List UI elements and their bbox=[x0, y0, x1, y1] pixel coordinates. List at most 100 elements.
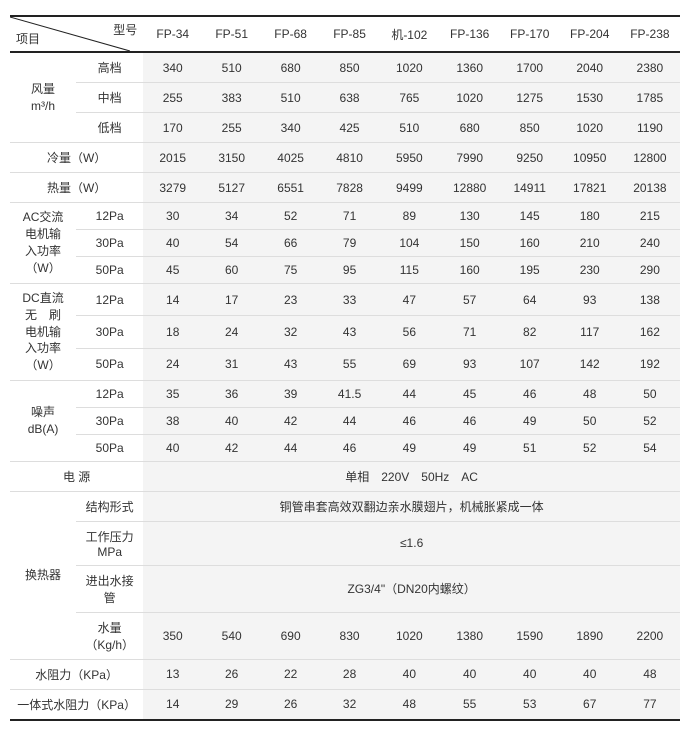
cell: 1530 bbox=[560, 83, 620, 113]
row-sublabel: 高档 bbox=[76, 52, 143, 83]
cell: 53 bbox=[500, 689, 560, 720]
cell: 18 bbox=[143, 316, 202, 348]
corner-bottom-label: 项目 bbox=[16, 30, 40, 47]
row-sublabel: 30Pa bbox=[76, 407, 143, 434]
cell: 1020 bbox=[379, 52, 440, 83]
row-sublabel: 12Pa bbox=[76, 203, 143, 230]
cell: 170 bbox=[143, 113, 202, 143]
cell: 31 bbox=[202, 348, 261, 380]
cell: 46 bbox=[379, 407, 440, 434]
cell: 26 bbox=[261, 689, 320, 720]
table-row: AC交流 电机输 入功率 （W） 12Pa 303452718913014518… bbox=[10, 203, 680, 230]
cell: 23 bbox=[261, 284, 320, 316]
table-row: 50Pa 45607595115160195230290 bbox=[10, 257, 680, 284]
cell: 290 bbox=[620, 257, 680, 284]
cell: 5127 bbox=[202, 173, 261, 203]
cell: 14 bbox=[143, 689, 202, 720]
cell: 69 bbox=[379, 348, 440, 380]
cell: 44 bbox=[320, 407, 379, 434]
model-col: FP-51 bbox=[202, 16, 261, 52]
cell: 52 bbox=[261, 203, 320, 230]
cell: 46 bbox=[440, 407, 500, 434]
cell: 1275 bbox=[500, 83, 560, 113]
table-row: 风量 m³/h 高档 340 510 680 850 1020 1360 170… bbox=[10, 52, 680, 83]
row-sublabel: 中档 bbox=[76, 83, 143, 113]
cell: 54 bbox=[620, 434, 680, 461]
cell: 2015 bbox=[143, 143, 202, 173]
row-label: 一体式水阻力（KPa） bbox=[10, 689, 143, 720]
model-col: FP-170 bbox=[500, 16, 560, 52]
cell: 40 bbox=[143, 434, 202, 461]
table-row: 水量（Kg/h） 3505406908301020138015901890220… bbox=[10, 612, 680, 659]
cell: 24 bbox=[202, 316, 261, 348]
cell: 26 bbox=[202, 659, 261, 689]
cell: 340 bbox=[143, 52, 202, 83]
cell: 14911 bbox=[500, 173, 560, 203]
cell: 1700 bbox=[500, 52, 560, 83]
row-label: 电 源 bbox=[10, 461, 143, 491]
cell: 49 bbox=[500, 407, 560, 434]
corner-cell: 型号 项目 bbox=[10, 16, 143, 52]
cell: 71 bbox=[320, 203, 379, 230]
table-row: 一体式水阻力（KPa） 142926324855536777 bbox=[10, 689, 680, 720]
cell: 55 bbox=[320, 348, 379, 380]
row-group-label: 风量 m³/h bbox=[10, 52, 76, 143]
row-label: 水阻力（KPa） bbox=[10, 659, 143, 689]
row-group-label: AC交流 电机输 入功率 （W） bbox=[10, 203, 76, 284]
table-row: 30Pa 40546679104150160210240 bbox=[10, 230, 680, 257]
cell: 12880 bbox=[440, 173, 500, 203]
cell: 40 bbox=[500, 659, 560, 689]
cell: 1890 bbox=[560, 612, 620, 659]
cell: 40 bbox=[440, 659, 500, 689]
cell: 30 bbox=[143, 203, 202, 230]
cell: 162 bbox=[620, 316, 680, 348]
cell: 47 bbox=[379, 284, 440, 316]
cell: 24 bbox=[143, 348, 202, 380]
cell: ≤1.6 bbox=[143, 521, 680, 565]
model-col: FP-238 bbox=[620, 16, 680, 52]
cell: 215 bbox=[620, 203, 680, 230]
cell: 638 bbox=[320, 83, 379, 113]
cell: 14 bbox=[143, 284, 202, 316]
cell: 142 bbox=[560, 348, 620, 380]
cell: ZG3/4"（DN20内螺纹） bbox=[143, 565, 680, 612]
row-sublabel: 50Pa bbox=[76, 257, 143, 284]
cell: 104 bbox=[379, 230, 440, 257]
cell: 40 bbox=[560, 659, 620, 689]
cell: 29 bbox=[202, 689, 261, 720]
row-sublabel: 12Pa bbox=[76, 380, 143, 407]
cell: 510 bbox=[261, 83, 320, 113]
cell: 54 bbox=[202, 230, 261, 257]
cell: 145 bbox=[500, 203, 560, 230]
cell: 79 bbox=[320, 230, 379, 257]
cell: 单相 220V 50Hz AC bbox=[143, 461, 680, 491]
cell: 5950 bbox=[379, 143, 440, 173]
cell: 34 bbox=[202, 203, 261, 230]
cell: 51 bbox=[500, 434, 560, 461]
cell: 340 bbox=[261, 113, 320, 143]
cell: 40 bbox=[143, 230, 202, 257]
cell: 56 bbox=[379, 316, 440, 348]
row-group-label: DC直流 无 刷 电机输 入功率 （W） bbox=[10, 284, 76, 381]
cell: 830 bbox=[320, 612, 379, 659]
row-sublabel: 50Pa bbox=[76, 434, 143, 461]
table-row: 30Pa 384042444646495052 bbox=[10, 407, 680, 434]
cell: 180 bbox=[560, 203, 620, 230]
cell: 33 bbox=[320, 284, 379, 316]
cell: 32 bbox=[320, 689, 379, 720]
cell: 9499 bbox=[379, 173, 440, 203]
cell: 13 bbox=[143, 659, 202, 689]
cell: 40 bbox=[202, 407, 261, 434]
table-row: 50Pa 243143556993107142192 bbox=[10, 348, 680, 380]
spec-table: 型号 项目 FP-34 FP-51 FP-68 FP-85 机-102 FP-1… bbox=[10, 15, 680, 721]
table-row: 噪声 dB(A) 12Pa 35363941.54445464850 bbox=[10, 380, 680, 407]
table-row: 电 源 单相 220V 50Hz AC bbox=[10, 461, 680, 491]
cell: 77 bbox=[620, 689, 680, 720]
cell: 46 bbox=[500, 380, 560, 407]
cell: 115 bbox=[379, 257, 440, 284]
cell: 20138 bbox=[620, 173, 680, 203]
cell: 510 bbox=[202, 52, 261, 83]
row-sublabel: 进出水接管 bbox=[76, 565, 143, 612]
table-row: DC直流 无 刷 电机输 入功率 （W） 12Pa 14172333475764… bbox=[10, 284, 680, 316]
row-sublabel: 工作压力 MPa bbox=[76, 521, 143, 565]
